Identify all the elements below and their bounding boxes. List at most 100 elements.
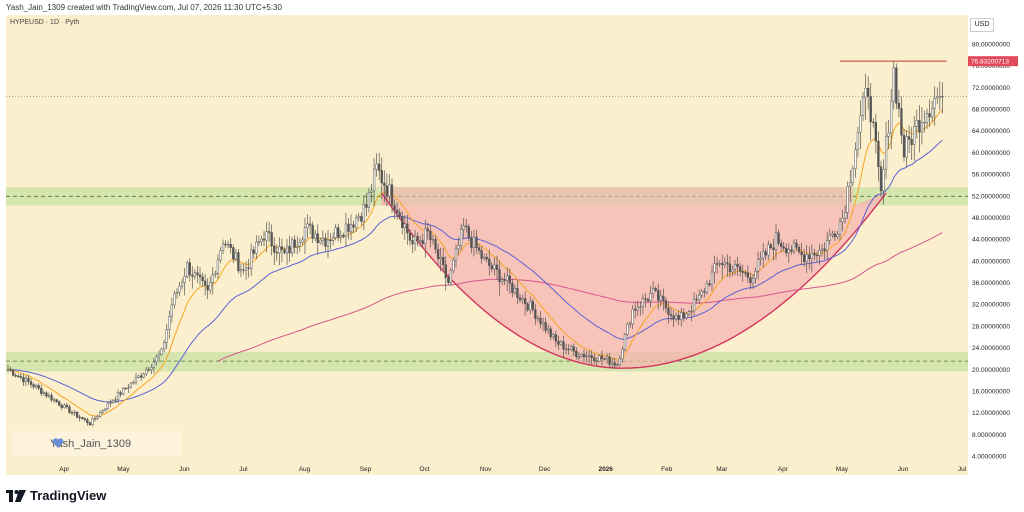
candle-body xyxy=(590,355,593,358)
candle-body xyxy=(790,249,793,252)
candle-body xyxy=(163,342,166,350)
y-tick-label: 80.00000000 xyxy=(972,42,1010,49)
candle-body xyxy=(841,217,844,223)
candle-body xyxy=(452,259,455,271)
y-tick-label: 68.00000000 xyxy=(972,107,1010,114)
candle-body xyxy=(311,224,314,239)
candle-body xyxy=(833,233,837,237)
candle-body xyxy=(319,239,322,243)
candle-body xyxy=(526,303,529,311)
candle-body xyxy=(11,370,15,376)
candle-body xyxy=(247,267,250,269)
candle-body xyxy=(378,163,381,171)
candle-body xyxy=(227,244,230,246)
candles xyxy=(6,61,944,427)
symbol-label[interactable]: HYPEUSD · 1D · Pyth xyxy=(10,19,80,26)
candle-body xyxy=(636,307,639,311)
candle-body xyxy=(86,419,89,424)
y-tick-label: 52.00000000 xyxy=(972,193,1010,200)
candle-body xyxy=(383,182,386,187)
candle-body xyxy=(705,283,709,293)
candle-body xyxy=(762,251,765,259)
candle-body xyxy=(785,247,788,254)
candle-body xyxy=(237,252,240,272)
candle-body xyxy=(803,254,806,262)
candle-body xyxy=(91,418,94,425)
x-tick-label: Apr xyxy=(59,466,70,473)
candle-body xyxy=(797,246,801,253)
candle-body xyxy=(444,264,447,278)
candle-body xyxy=(611,362,614,365)
candle-body xyxy=(395,209,399,213)
candle-body xyxy=(600,355,604,360)
candle-body xyxy=(754,271,757,279)
candle-body xyxy=(498,269,501,282)
candle-body xyxy=(554,334,557,342)
candle-body xyxy=(654,288,657,291)
candle-body xyxy=(50,395,53,401)
y-tick-label: 28.00000000 xyxy=(972,323,1010,330)
tradingview-logo-icon xyxy=(6,489,26,502)
candle-body xyxy=(587,355,591,357)
cup-rim-box xyxy=(381,187,853,206)
candle-body xyxy=(244,267,248,271)
candle-body xyxy=(165,328,168,343)
candle-body xyxy=(472,236,476,248)
candle-body xyxy=(823,248,826,251)
candle-body xyxy=(739,266,742,272)
candle-body xyxy=(493,264,496,270)
candle-body xyxy=(895,67,898,104)
ma-slow-line xyxy=(217,232,943,362)
candle-body xyxy=(275,252,278,254)
candle-body xyxy=(854,149,857,170)
candle-body xyxy=(731,268,734,273)
candle-body xyxy=(544,322,547,331)
candle-body xyxy=(362,204,365,222)
candle-body xyxy=(147,369,150,371)
candle-body xyxy=(884,136,888,170)
candle-body xyxy=(892,67,895,102)
candle-body xyxy=(744,272,747,274)
candle-body xyxy=(800,251,803,256)
candle-body xyxy=(201,276,204,282)
brand-logo[interactable]: TradingView xyxy=(6,488,106,503)
candle-body xyxy=(96,416,99,419)
candle-body xyxy=(175,291,179,294)
candle-body xyxy=(203,280,207,286)
y-tick-label: 64.00000000 xyxy=(972,128,1010,135)
candle-body xyxy=(365,204,368,208)
candle-body xyxy=(99,412,102,417)
candle-body xyxy=(393,205,396,211)
candle-body xyxy=(385,185,389,197)
price-axis[interactable] xyxy=(968,15,1024,475)
candle-body xyxy=(869,96,872,123)
candle-body xyxy=(598,355,601,362)
candle-body xyxy=(27,377,30,382)
y-tick-label: 4.00000000 xyxy=(972,454,1007,461)
candle-body xyxy=(439,257,442,260)
candle-body xyxy=(124,387,127,390)
candle-body xyxy=(270,232,273,247)
candle-body xyxy=(180,281,184,287)
candle-body xyxy=(746,272,749,278)
candle-body xyxy=(260,238,263,243)
candle-body xyxy=(915,119,918,127)
cup-fill xyxy=(381,193,887,369)
candle-body xyxy=(736,263,739,268)
candle-body xyxy=(370,190,373,193)
candle-body xyxy=(360,216,363,222)
candle-body xyxy=(9,369,12,371)
candle-body xyxy=(436,248,440,260)
candle-body xyxy=(78,416,81,419)
candle-body xyxy=(792,242,796,252)
candle-body xyxy=(846,185,849,213)
candle-body xyxy=(585,355,588,358)
candle-body xyxy=(104,408,107,411)
candle-body xyxy=(419,240,422,242)
candle-body xyxy=(403,223,406,229)
candle-body xyxy=(549,328,552,338)
candle-body xyxy=(767,244,770,256)
candle-body xyxy=(75,411,79,418)
currency-button[interactable]: USD xyxy=(970,18,994,32)
candle-body xyxy=(764,251,767,256)
